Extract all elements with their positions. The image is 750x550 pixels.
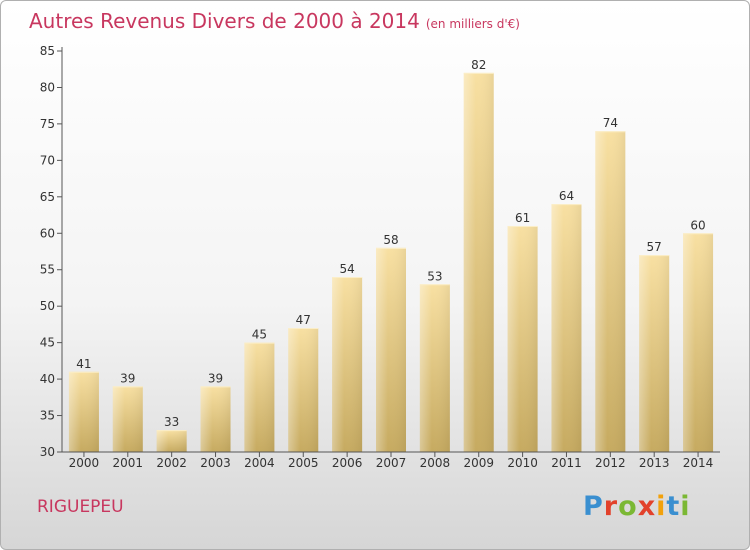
bar-2011: 64 [551, 189, 582, 452]
bar-2006: 54 [332, 262, 363, 452]
bar-shine [200, 386, 231, 452]
bar-value-label: 39 [208, 371, 223, 385]
commune-name: RIGUEPEU [37, 497, 124, 517]
y-tick-label: 50 [40, 299, 55, 313]
bar-value-label: 45 [252, 328, 267, 342]
bar-value-label: 41 [76, 357, 91, 371]
chart-title-unit: (en milliers d'€) [425, 17, 520, 31]
bar-value-label: 60 [690, 218, 705, 232]
y-tick-label: 85 [40, 44, 55, 58]
x-tick-label: 2006 [332, 456, 363, 470]
bar-shine [112, 386, 143, 452]
bar-shine [156, 430, 187, 452]
bar-2012: 74 [595, 116, 626, 452]
x-tick-label: 2004 [244, 456, 275, 470]
x-tick-label: 2009 [463, 456, 494, 470]
bar-value-label: 39 [120, 371, 135, 385]
bar-value-label: 33 [164, 415, 179, 429]
bar-2010: 61 [507, 211, 538, 452]
y-axis: 30 35 40 45 50 55 60 65 70 75 80 85 [40, 44, 63, 459]
bar-shine [332, 277, 363, 452]
bar-2013: 57 [639, 240, 670, 452]
bar-shine [551, 204, 582, 452]
y-tick-label: 35 [40, 409, 55, 423]
x-tick-label: 2002 [156, 456, 187, 470]
bar-shine [595, 131, 626, 452]
proxiti-logo: Proxiti [583, 491, 691, 522]
x-tick-label: 2007 [376, 456, 407, 470]
x-tick-label: 2001 [113, 456, 144, 470]
y-tick-label: 65 [40, 190, 55, 204]
bar-value-label: 47 [296, 313, 311, 327]
bar-2003: 39 [200, 371, 231, 452]
bar-2000: 41 [68, 357, 99, 452]
x-tick-label: 2013 [639, 456, 670, 470]
bar-value-label: 57 [647, 240, 662, 254]
x-axis: 2000 2001 2002 2003 2004 2005 2006 2007 2008 2009… [62, 451, 720, 470]
bar-2014: 60 [683, 218, 714, 452]
bar-2001: 39 [112, 371, 143, 452]
chart-title: Autres Revenus Divers de 2000 à 2014 (en … [29, 9, 520, 33]
y-tick-label: 80 [40, 80, 55, 94]
y-tick-label: 30 [40, 445, 55, 459]
bar-value-label: 61 [515, 211, 530, 225]
bar-shine [244, 342, 275, 452]
x-tick-label: 2014 [683, 456, 714, 470]
bar-shine [463, 72, 494, 452]
bar-shine [639, 255, 670, 452]
bar-2004: 45 [244, 328, 275, 452]
y-tick-label: 60 [40, 226, 55, 240]
x-tick-label: 2008 [420, 456, 451, 470]
bar-shine [507, 225, 538, 452]
x-tick-label: 2005 [288, 456, 319, 470]
bar-value-label: 54 [339, 262, 354, 276]
chart-title-main: Autres Revenus Divers de 2000 à 2014 [29, 9, 420, 33]
y-tick-label: 45 [40, 336, 55, 350]
bar-value-label: 74 [603, 116, 618, 130]
bar-value-label: 64 [559, 189, 574, 203]
y-tick-label: 70 [40, 153, 55, 167]
x-tick-label: 2000 [69, 456, 100, 470]
bar-shine [683, 233, 714, 452]
bar-2007: 58 [376, 233, 406, 452]
bar-2005: 47 [288, 313, 319, 452]
bar-shine [288, 328, 319, 452]
bar-value-label: 58 [383, 233, 398, 247]
bar-shine [419, 284, 450, 452]
bar-value-label: 82 [471, 58, 486, 72]
bar-shine [376, 247, 406, 452]
bar-2008: 53 [419, 269, 450, 452]
y-tick-label: 40 [40, 372, 55, 386]
bar-shine [68, 371, 99, 452]
x-tick-label: 2011 [551, 456, 582, 470]
bar-value-label: 53 [427, 269, 442, 283]
bar-2002: 33 [156, 415, 187, 452]
y-tick-label: 75 [40, 117, 55, 131]
bars-group: 41 39 33 39 45 47 54 58 53 82 61 64 74 57 60 [68, 58, 714, 452]
x-tick-label: 2010 [507, 456, 538, 470]
bar-2009: 82 [463, 58, 494, 452]
x-tick-label: 2003 [200, 456, 231, 470]
y-tick-label: 55 [40, 263, 55, 277]
x-tick-label: 2012 [595, 456, 626, 470]
